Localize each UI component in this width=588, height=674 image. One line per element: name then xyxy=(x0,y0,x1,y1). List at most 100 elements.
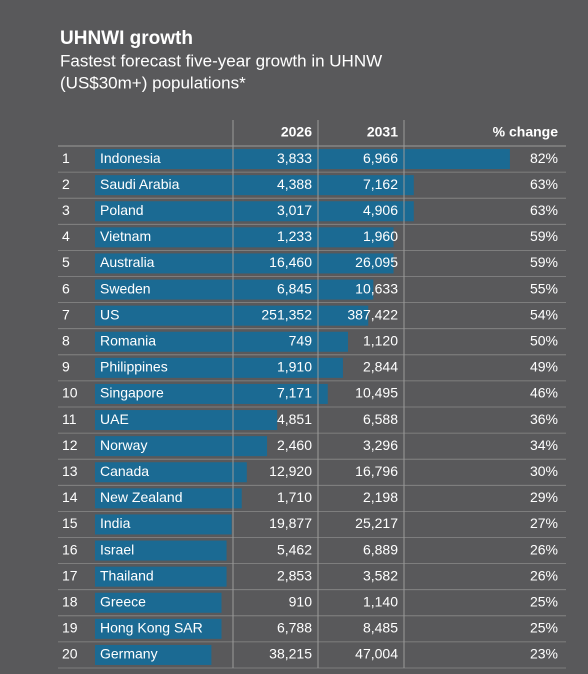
value-2026: 38,215 xyxy=(269,646,312,662)
value-2026: 7,171 xyxy=(277,385,312,401)
rank: 20 xyxy=(62,646,78,662)
country: Thailand xyxy=(100,567,154,583)
value-2026: 12,920 xyxy=(269,463,312,479)
change-label: 25% xyxy=(530,593,558,609)
value-2031: 47,004 xyxy=(355,646,398,662)
value-2031: 16,796 xyxy=(355,463,398,479)
value-2026: 1,233 xyxy=(277,228,312,244)
change-label: 50% xyxy=(530,332,558,348)
change-bar xyxy=(95,592,222,613)
change-bar xyxy=(95,488,242,509)
value-2026: 749 xyxy=(289,332,313,348)
change-label: 30% xyxy=(530,463,558,479)
country: New Zealand xyxy=(100,489,183,505)
change-label: 23% xyxy=(530,646,558,662)
country: UAE xyxy=(100,411,129,427)
change-bar xyxy=(95,305,369,326)
value-2031: 8,485 xyxy=(363,620,398,636)
change-label: 36% xyxy=(530,411,558,427)
value-2031: 26,095 xyxy=(355,254,398,270)
value-2026: 6,845 xyxy=(277,280,312,296)
value-2031: 2,198 xyxy=(363,489,398,505)
country: Israel xyxy=(100,541,134,557)
change-label: 82% xyxy=(530,150,558,166)
change-label: 46% xyxy=(530,385,558,401)
value-2031: 1,120 xyxy=(363,332,398,348)
subtitle: Fastest forecast five-year growth in UHN… xyxy=(60,51,382,70)
value-2031: 4,906 xyxy=(363,202,398,218)
country: Philippines xyxy=(100,359,168,375)
rank: 9 xyxy=(62,359,70,375)
change-bar xyxy=(95,566,227,587)
rank: 18 xyxy=(62,593,78,609)
country: Norway xyxy=(100,437,147,453)
change-bar xyxy=(95,253,394,274)
value-2031: 10,633 xyxy=(355,280,398,296)
value-2031: 3,582 xyxy=(363,567,398,583)
rank: 6 xyxy=(62,280,70,296)
country: Saudi Arabia xyxy=(100,176,180,192)
change-bar xyxy=(95,462,247,483)
value-2026: 19,877 xyxy=(269,515,312,531)
change-bar xyxy=(95,357,343,378)
change-bar xyxy=(95,331,348,352)
rank: 19 xyxy=(62,620,78,636)
country: US xyxy=(100,306,119,322)
country: Romania xyxy=(100,332,156,348)
change-label: 25% xyxy=(530,620,558,636)
rank: 17 xyxy=(62,567,78,583)
country: Vietnam xyxy=(100,228,151,244)
subtitle: (US$30m+) populations* xyxy=(60,73,246,92)
change-label: 34% xyxy=(530,437,558,453)
change-bar xyxy=(95,436,268,457)
rank: 4 xyxy=(62,228,70,244)
rank: 13 xyxy=(62,463,78,479)
value-2031: 1,140 xyxy=(363,593,398,609)
change-label: 27% xyxy=(530,515,558,531)
value-2031: 2,844 xyxy=(363,359,398,375)
change-bar xyxy=(95,410,278,431)
value-2031: 387,422 xyxy=(347,306,398,322)
column-header: 2026 xyxy=(281,124,312,140)
value-2031: 25,217 xyxy=(355,515,398,531)
change-bar xyxy=(95,618,222,639)
value-2031: 1,960 xyxy=(363,228,398,244)
country: Poland xyxy=(100,202,144,218)
rank: 3 xyxy=(62,202,70,218)
rank: 16 xyxy=(62,541,78,557)
rank: 7 xyxy=(62,306,70,322)
value-2026: 2,853 xyxy=(277,567,312,583)
value-2026: 1,710 xyxy=(277,489,312,505)
country: Greece xyxy=(100,593,146,609)
change-bar xyxy=(95,383,328,404)
rank: 8 xyxy=(62,332,70,348)
value-2026: 251,352 xyxy=(261,306,312,322)
rank: 12 xyxy=(62,437,78,453)
rank: 5 xyxy=(62,254,70,270)
value-2026: 6,788 xyxy=(277,620,312,636)
change-label: 63% xyxy=(530,176,558,192)
rank: 11 xyxy=(62,411,77,427)
change-label: 63% xyxy=(530,202,558,218)
value-2026: 16,460 xyxy=(269,254,312,270)
change-bar xyxy=(95,149,510,170)
rank: 10 xyxy=(62,385,78,401)
rank: 1 xyxy=(62,150,70,166)
change-bar xyxy=(95,644,212,665)
country: Singapore xyxy=(100,385,164,401)
value-2026: 2,460 xyxy=(277,437,312,453)
country: Germany xyxy=(100,646,158,662)
change-bar xyxy=(95,514,232,535)
change-label: 54% xyxy=(530,306,558,322)
change-bar xyxy=(95,201,414,222)
country: Australia xyxy=(100,254,155,270)
country: Indonesia xyxy=(100,150,161,166)
value-2026: 3,833 xyxy=(277,150,312,166)
value-2031: 6,889 xyxy=(363,541,398,557)
value-2031: 3,296 xyxy=(363,437,398,453)
value-2026: 5,462 xyxy=(277,541,312,557)
value-2031: 6,588 xyxy=(363,411,398,427)
value-2026: 4,851 xyxy=(277,411,312,427)
